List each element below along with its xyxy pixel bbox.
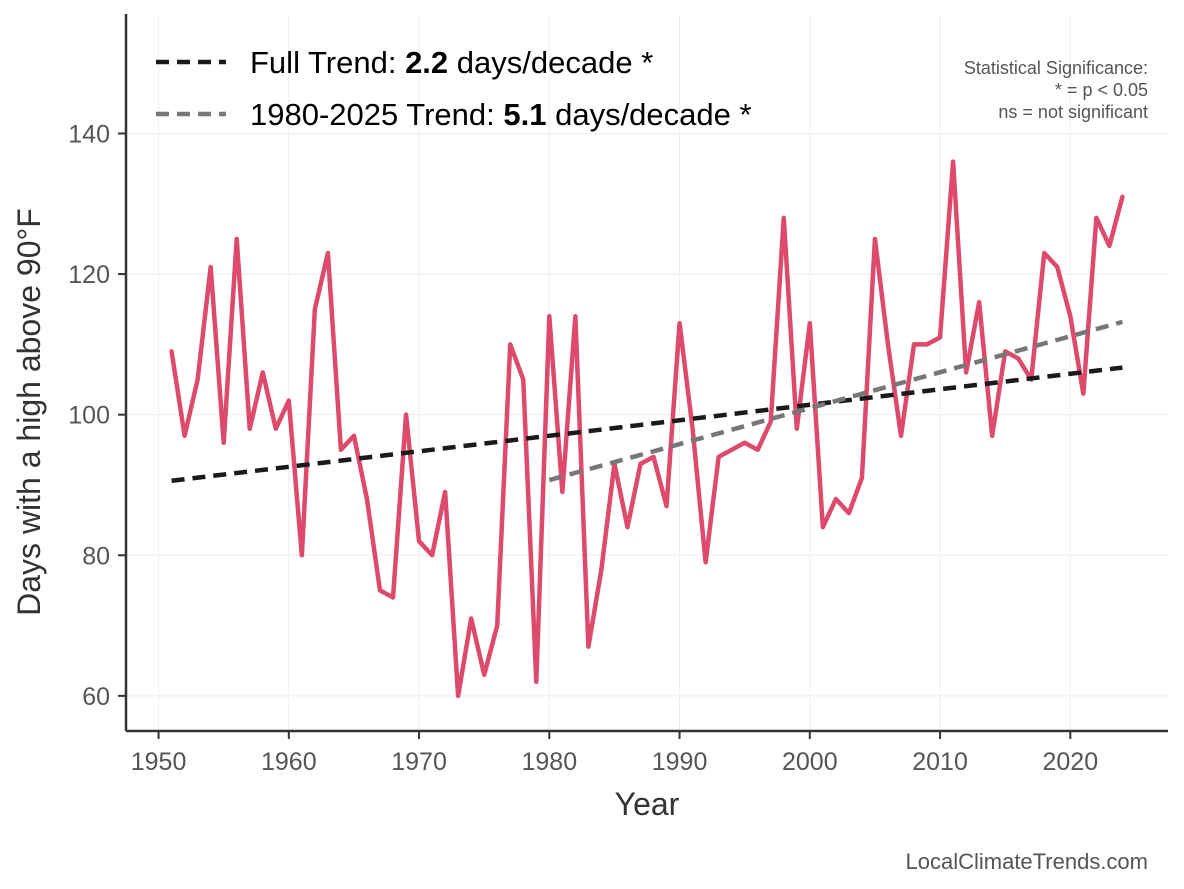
legend-full-trend-suffix: days/decade * xyxy=(448,45,653,80)
significance-note: Statistical Significance: * = p < 0.05 n… xyxy=(964,58,1148,122)
series-line-observed xyxy=(169,159,1125,699)
credit-text: LocalClimateTrends.com xyxy=(906,849,1149,874)
x-tick-label-1960: 1960 xyxy=(261,748,317,776)
y-tick-label-100: 100 xyxy=(68,402,110,430)
significance-ns: ns = not significant xyxy=(998,102,1148,122)
y-axis-title: Days with a high above 90°F xyxy=(11,208,47,616)
x-tick-label-1970: 1970 xyxy=(391,748,447,776)
y-tick-label-60: 60 xyxy=(82,683,110,711)
significance-title: Statistical Significance: xyxy=(964,58,1148,78)
x-tick-label-1980: 1980 xyxy=(522,748,578,776)
legend-full-trend-value: 2.2 xyxy=(405,45,448,80)
y-tick-label-140: 140 xyxy=(68,121,110,149)
ticks-layer: 1950 1960 1970 1980 1990 2000 2010 2020 60 80 100 1… xyxy=(68,121,1098,777)
x-tick-label-2000: 2000 xyxy=(782,748,838,776)
y-tick-label-120: 120 xyxy=(68,261,110,289)
trend-line-recent-trend xyxy=(548,319,1124,483)
trend-line-full-trend xyxy=(171,365,1123,483)
x-tick-label-1950: 1950 xyxy=(131,748,187,776)
x-tick-label-2010: 2010 xyxy=(912,748,968,776)
x-axis-title: Year xyxy=(615,786,680,822)
significance-p-value: * = p < 0.05 xyxy=(1055,80,1148,100)
x-tick-label-2020: 2020 xyxy=(1043,748,1099,776)
legend-label-recent-trend: 1980-2025 Trend: 5.1 days/decade * xyxy=(250,97,752,132)
legend-recent-trend-suffix: days/decade * xyxy=(546,97,751,132)
legend-full-trend-prefix: Full Trend: xyxy=(250,45,405,80)
y-tick-label-80: 80 xyxy=(82,542,110,570)
series-layer xyxy=(169,159,1125,699)
legend-recent-trend-value: 5.1 xyxy=(503,97,546,132)
legend: Full Trend: 2.2 days/decade * 1980-2025 … xyxy=(156,45,752,132)
x-tick-label-1990: 1990 xyxy=(652,748,708,776)
legend-recent-trend-prefix: 1980-2025 Trend: xyxy=(250,97,503,132)
legend-label-full-trend: Full Trend: 2.2 days/decade * xyxy=(250,45,653,80)
